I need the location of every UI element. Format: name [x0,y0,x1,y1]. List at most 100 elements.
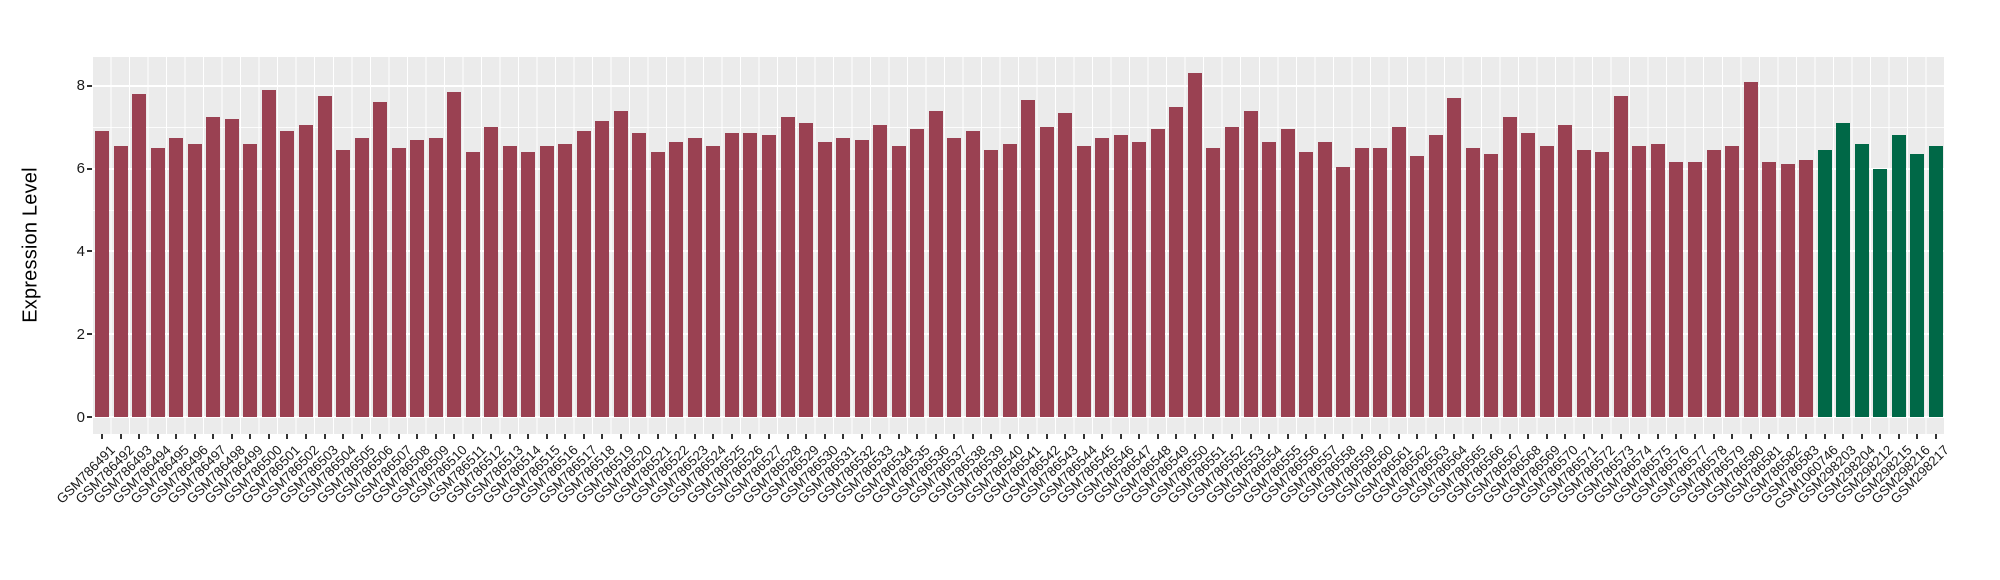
bar [1873,168,1888,417]
bar [521,152,536,417]
x-tick-mark [1008,434,1011,439]
x-tick-mark [1156,434,1159,439]
bar [576,131,591,417]
bar [280,131,295,417]
x-tick-mark [1323,434,1326,439]
y-tick-label: 2 [76,325,85,343]
bar [1410,156,1425,417]
bar [1391,127,1406,417]
x-tick-mark [193,434,196,439]
gridline-major [93,84,1945,87]
gridline-minor [93,126,1945,128]
bar [1002,143,1017,417]
bar [1706,149,1721,417]
x-tick-mark [1527,434,1530,439]
bar [1132,141,1147,417]
bar [95,131,110,417]
bar [1595,152,1610,417]
bar [484,127,499,417]
bar [780,116,795,417]
x-tick-mark [1379,434,1382,439]
bar [1262,141,1277,417]
bar [298,125,313,417]
y-tick-label: 0 [76,408,85,426]
bar [1206,147,1221,417]
x-tick-mark [601,434,604,439]
x-tick-mark [582,434,585,439]
x-tick-mark [879,434,882,439]
bar [947,137,962,417]
bar [761,135,776,417]
bar [1336,166,1351,417]
x-tick-mark [897,434,900,439]
bar [1613,96,1628,417]
bar [1669,162,1684,417]
x-tick-mark [1434,434,1437,439]
x-tick-mark [860,434,863,439]
x-tick-mark [1119,434,1122,439]
bar [1317,141,1332,417]
bar [1095,137,1110,417]
bar [465,152,480,417]
x-tick-mark [786,434,789,439]
bar [447,92,462,417]
bar [1076,145,1091,417]
y-tick-label: 8 [76,77,85,95]
x-tick-mark [1230,434,1233,439]
x-tick-mark [1286,434,1289,439]
bar [613,110,628,417]
x-tick-mark [916,434,919,439]
x-tick-mark [138,434,141,439]
bar [1836,123,1851,417]
bar [502,145,517,417]
bar [1928,145,1943,417]
x-tick-mark [693,434,696,439]
bar [1484,154,1499,417]
gridline-major [93,333,1945,336]
x-tick-mark [730,434,733,439]
x-tick-mark [119,434,122,439]
bar [1428,135,1443,417]
gridline-major [93,167,1945,170]
x-tick-mark [1897,434,1900,439]
bar [261,89,276,417]
x-tick-mark [1656,434,1659,439]
bar [410,139,425,417]
x-tick-mark [1860,434,1863,439]
bar [187,143,202,417]
bar [1354,147,1369,417]
bar [1743,81,1758,417]
x-tick-mark [323,434,326,439]
x-tick-mark [1545,434,1548,439]
gridline-major [93,250,1945,253]
bar [336,149,351,417]
x-tick-mark [1731,434,1734,439]
x-tick-mark [1601,434,1604,439]
x-tick-mark [1564,434,1567,439]
x-tick-mark [990,434,993,439]
x-tick-mark [1138,434,1141,439]
x-tick-mark [360,434,363,439]
x-tick-mark [1101,434,1104,439]
bar [632,133,647,417]
plot-panel [93,57,1945,434]
bar [1021,100,1036,417]
bar [1799,160,1814,417]
x-tick-mark [342,434,345,439]
bar [1521,133,1536,417]
x-tick-mark [230,434,233,439]
x-tick-mark [953,434,956,439]
bar [317,96,332,417]
bar [1150,129,1165,417]
x-tick-mark [1823,434,1826,439]
gridline-minor [93,292,1945,294]
bar [1687,162,1702,417]
x-tick-mark [712,434,715,439]
bar [391,147,406,417]
bar [1373,147,1388,417]
bar [132,94,147,417]
x-tick-mark [971,434,974,439]
bar [206,116,221,417]
x-tick-mark [175,434,178,439]
y-tick-label: 6 [76,160,85,178]
